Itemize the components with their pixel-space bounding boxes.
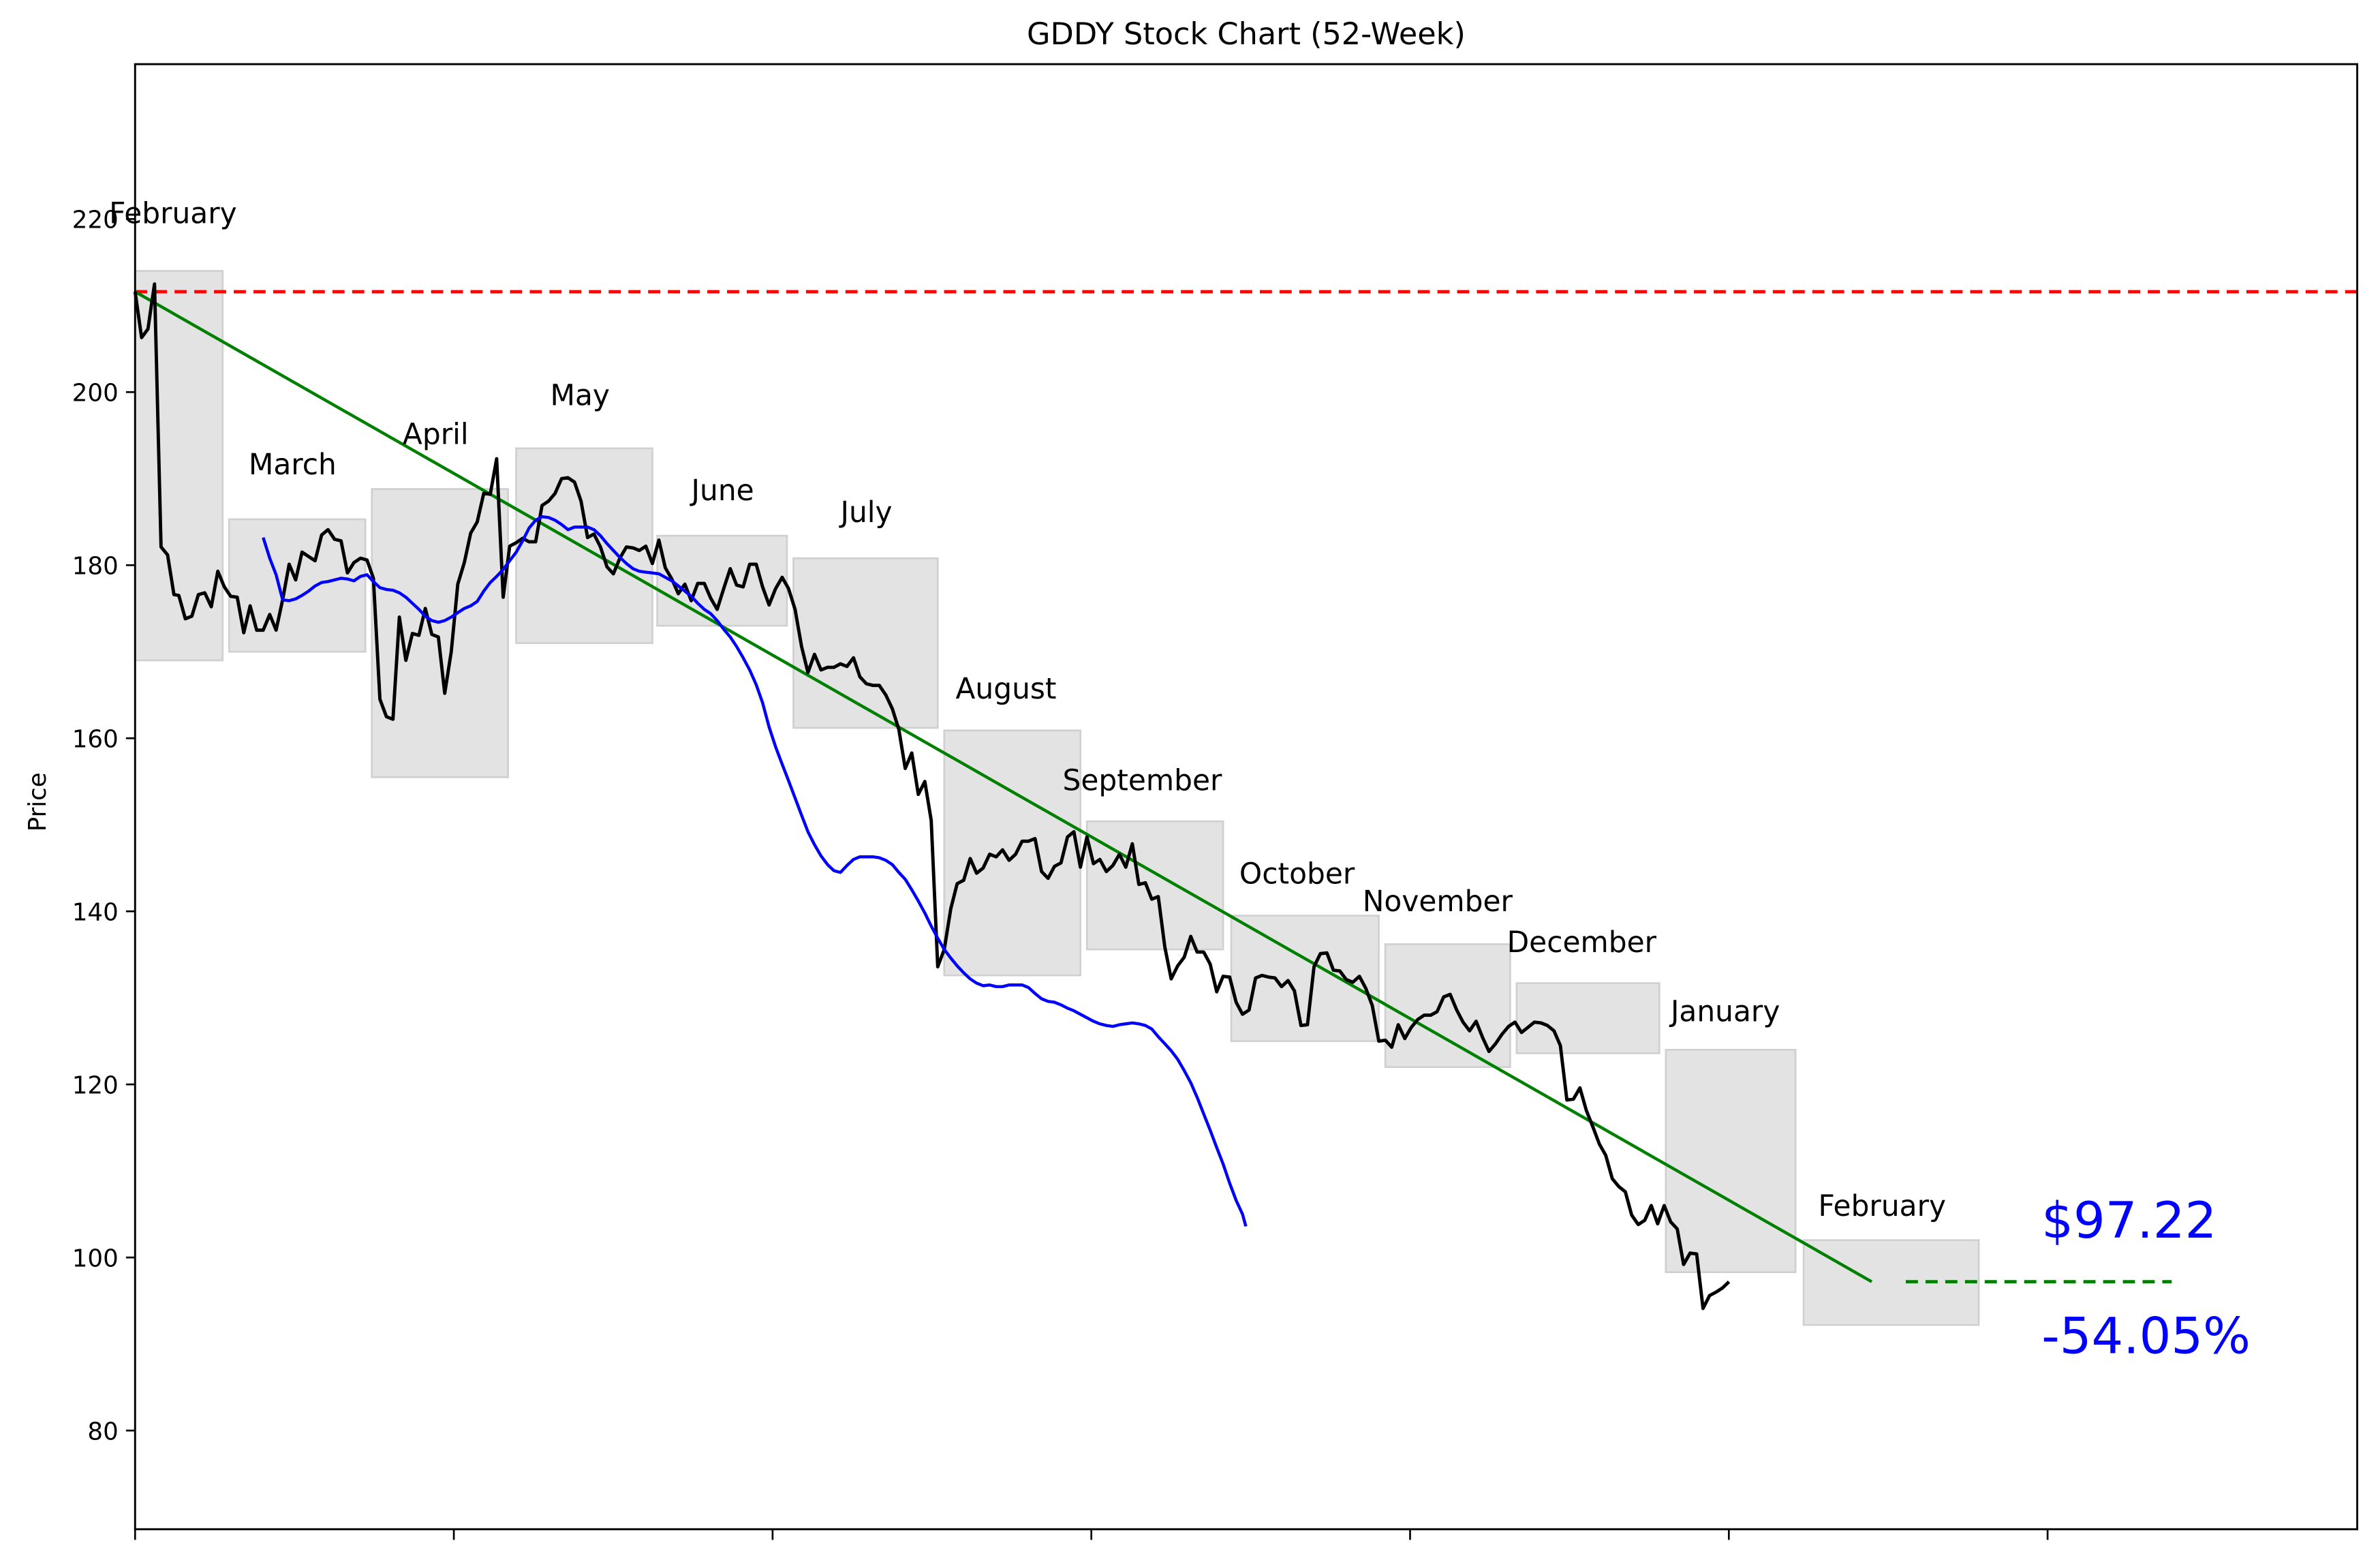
month-label: June (690, 474, 754, 507)
month-label: April (403, 418, 469, 451)
y-tick-label: 220 (72, 207, 119, 234)
month-label: January (1669, 994, 1780, 1028)
month-range-box (515, 447, 653, 644)
month-range-box (792, 557, 939, 729)
month-label: September (1063, 763, 1222, 797)
month-boxes (134, 270, 1980, 1326)
price-line (133, 282, 1731, 1311)
percent-change-label: -54.05% (2041, 1307, 2251, 1365)
chart-title: GDDY Stock Chart (52-Week) (1027, 16, 1466, 52)
y-tick-label: 140 (72, 899, 119, 927)
trendline (134, 290, 1873, 1283)
y-tick-label: 80 (87, 1418, 118, 1446)
month-label: February (109, 197, 237, 230)
month-labels: February March April May June July August Septe… (109, 197, 1946, 1223)
month-range-box (371, 488, 509, 778)
y-tick-label: 120 (72, 1072, 119, 1100)
month-range-box (1085, 820, 1224, 951)
month-label: November (1363, 885, 1513, 918)
y-tick-label: 180 (72, 553, 119, 581)
month-range-box (1515, 982, 1660, 1054)
y-axis-label: Price (24, 772, 52, 831)
month-range-box (943, 729, 1082, 977)
month-label: February (1819, 1189, 1947, 1223)
month-label: March (249, 448, 337, 481)
y-tick-label: 200 (72, 380, 119, 408)
month-range-box (228, 518, 367, 653)
month-label: August (955, 672, 1056, 705)
current-price-label: $97.22 (2041, 1192, 2216, 1250)
month-label: October (1239, 857, 1355, 891)
month-range-box (1665, 1049, 1797, 1274)
month-range-box (1384, 943, 1511, 1069)
month-label: May (550, 378, 609, 412)
month-label: December (1507, 926, 1657, 959)
month-label: July (838, 495, 892, 529)
moving-average-line (262, 515, 1248, 1227)
y-tick-label: 160 (72, 726, 119, 754)
y-tick-label: 100 (72, 1244, 119, 1272)
x-axis (134, 1529, 2049, 1540)
y-axis: 80 100 120 140 160 180 200 220 (72, 207, 136, 1446)
plot-frame (134, 63, 2359, 1531)
month-range-box (656, 534, 788, 627)
